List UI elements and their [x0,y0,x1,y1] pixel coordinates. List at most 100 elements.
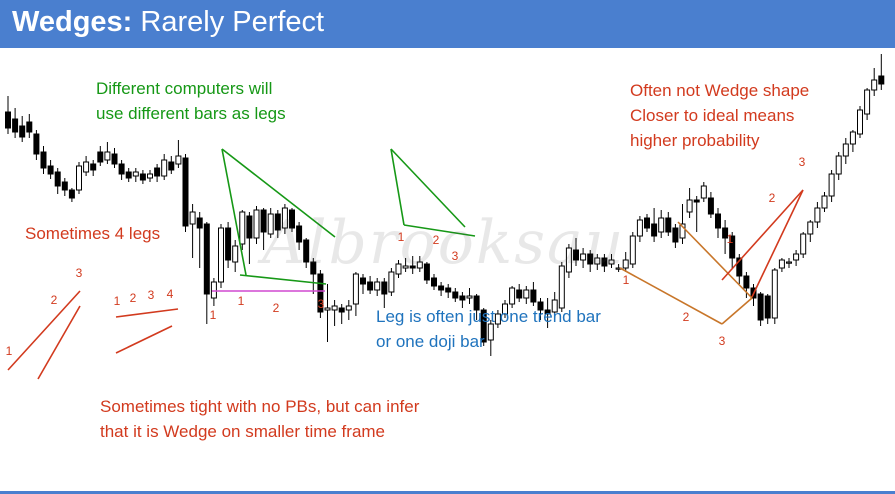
candle [764,294,771,324]
leg-number-label: 3 [148,288,155,302]
candle [331,300,338,326]
candle [551,292,558,318]
candle [218,224,224,288]
candles-layer [5,54,885,356]
candle [210,278,217,306]
candle [317,270,324,318]
note-tight: Sometimes tight with no PBs, but can inf… [100,394,419,444]
candle [452,288,459,302]
candle [480,308,487,346]
candle [807,220,814,242]
note-leg-line2: or one doji bar [376,332,485,351]
candle [757,292,764,326]
candle [203,222,210,324]
candle [83,156,90,176]
note-computers-line2: use different bars as legs [96,104,286,123]
candle [771,268,778,324]
candle [289,208,295,232]
wedge-trendline [115,308,179,318]
candle [629,232,636,268]
wedge-trendline [390,148,466,228]
wedge-trendline [115,325,173,354]
leg-number-label: 3 [799,155,806,169]
candle [438,282,445,296]
note-tight-line1: Sometimes tight with no PBs, but can inf… [100,397,420,416]
note-computers-line1: Different computers will [96,79,273,98]
candle [502,300,508,318]
leg-number-label: 2 [130,291,137,305]
note-leg: Leg is often just one trend bar or one d… [376,304,601,354]
title-bar: Wedges: Rarely Perfect [0,0,895,48]
candle [61,178,68,196]
candle [161,154,168,180]
candle [402,258,409,272]
wedge-trendline [677,221,753,299]
candle [111,148,118,168]
candle [693,196,700,232]
wedge-trendline [721,189,804,281]
title-rest: Rarely Perfect [140,6,325,38]
candle [423,262,430,284]
candle [679,204,686,244]
candle [573,238,579,266]
candle [729,232,736,268]
candle [409,256,416,274]
candle [736,254,743,284]
candle [345,300,352,320]
candle [68,188,75,202]
candle [864,88,871,120]
leg-number-label: 1 [210,308,217,322]
candle [26,114,33,138]
candle [871,68,878,96]
candle [196,212,203,268]
candle [352,272,359,316]
candle [842,138,849,164]
candle [76,162,82,194]
note-shape-line1: Often not Wedge shape [630,81,810,100]
leg-number-label: 1 [623,273,630,287]
wedge-lines-layer [7,148,804,380]
note-computers: Different computers will use different b… [96,76,286,126]
candle [182,154,189,232]
wedge-trendline [239,274,327,285]
candle [651,208,658,242]
candle [125,168,132,182]
candle [778,258,785,272]
candle [814,202,821,228]
leg-number-label: 1 [6,344,13,358]
candle [260,208,267,250]
leg-number-label: 2 [433,233,440,247]
leg-number-label: 4 [167,287,174,301]
note-shape-line2: Closer to ideal means [630,106,795,125]
candle [466,288,473,304]
wedge-trendline [390,148,405,226]
candle [686,188,693,218]
leg-number-label: 2 [769,191,776,205]
candle [516,284,523,302]
candle [360,274,366,294]
candle [800,232,807,258]
leg-number-label: 1 [238,294,245,308]
leg-number-label: 2 [273,301,280,315]
candle [722,220,729,254]
wedge-trendline [619,267,723,325]
candle [828,170,835,202]
candle [793,250,800,266]
note-tight-line2: that it is Wedge on smaller time frame [100,422,386,441]
note-leg-line1: Leg is often just one trend bar [376,307,601,326]
candle [5,96,11,134]
candle [239,210,246,250]
candle [644,214,650,232]
candle [175,140,182,168]
wedge-trendline [221,148,247,276]
candle [459,292,466,308]
candle [665,212,672,236]
candle [601,254,608,272]
watermark: Albrooksau [262,208,626,278]
candle [296,222,303,250]
candle [530,282,537,306]
leg-number-label: 3 [452,249,459,263]
leg-number-label: 1 [727,232,734,246]
candle [40,146,47,174]
